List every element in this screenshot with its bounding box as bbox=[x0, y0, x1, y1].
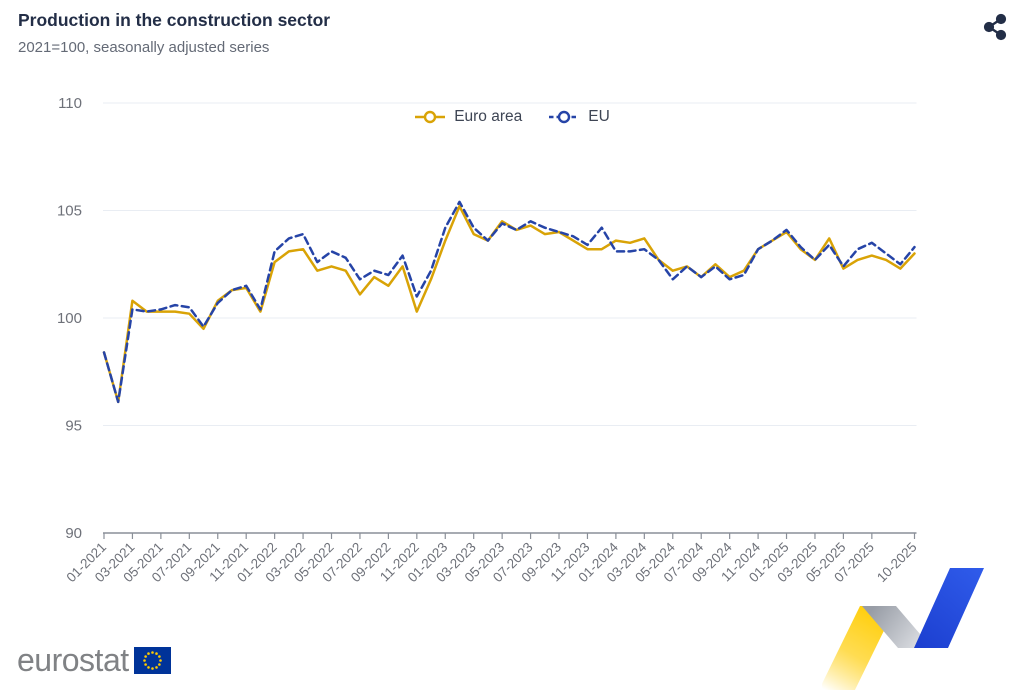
eurostat-logo: eurostat bbox=[17, 642, 171, 679]
svg-text:90: 90 bbox=[65, 525, 82, 542]
legend-item-euro-area[interactable]: Euro area bbox=[414, 108, 522, 126]
legend-label-euro-area: Euro area bbox=[454, 108, 523, 125]
svg-text:110: 110 bbox=[58, 95, 82, 112]
eurostat-logo-text: eurostat bbox=[17, 642, 129, 678]
eu-marker-icon bbox=[549, 110, 580, 124]
svg-text:100: 100 bbox=[57, 310, 82, 327]
eu-flag-icon bbox=[133, 647, 171, 674]
legend-label-eu: EU bbox=[588, 108, 610, 125]
legend-item-eu[interactable]: EU bbox=[548, 108, 610, 126]
chart-subtitle: 2021=100, seasonally adjusted series bbox=[18, 39, 270, 56]
construction-production-line-chart: 909510010511001-202103-202105-202107-202… bbox=[57, 95, 920, 585]
page-title: Production in the construction sector bbox=[18, 10, 331, 30]
eurostat-ribbon-graphic bbox=[822, 568, 984, 690]
euro-area-marker-icon bbox=[415, 110, 446, 124]
svg-text:95: 95 bbox=[65, 418, 82, 435]
share-icon[interactable] bbox=[982, 13, 1008, 41]
chart-legend: Euro area EU bbox=[0, 108, 1024, 126]
svg-text:105: 105 bbox=[57, 203, 82, 220]
